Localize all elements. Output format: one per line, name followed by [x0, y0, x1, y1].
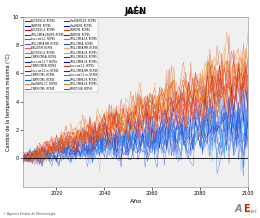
- Text: © Agencia Estatal de Meteorología: © Agencia Estatal de Meteorología: [3, 212, 55, 216]
- Text: A: A: [234, 204, 242, 214]
- Text: E: E: [243, 204, 250, 214]
- Title: JAÉN: JAÉN: [125, 5, 147, 16]
- Y-axis label: Cambio de la temperatura máxima (°C): Cambio de la temperatura máxima (°C): [5, 53, 11, 151]
- Text: ANUAL: ANUAL: [126, 10, 145, 15]
- Text: met: met: [246, 209, 257, 214]
- Legend: ACCESS1-0. RCP85, INMCM4. RCP45, ACCESS1-3. RCP85, IPSL-CM5A-LR&MR. RCP45, bcc-c: ACCESS1-0. RCP85, INMCM4. RCP45, ACCESS1…: [24, 18, 99, 92]
- X-axis label: Año: Año: [129, 199, 142, 204]
